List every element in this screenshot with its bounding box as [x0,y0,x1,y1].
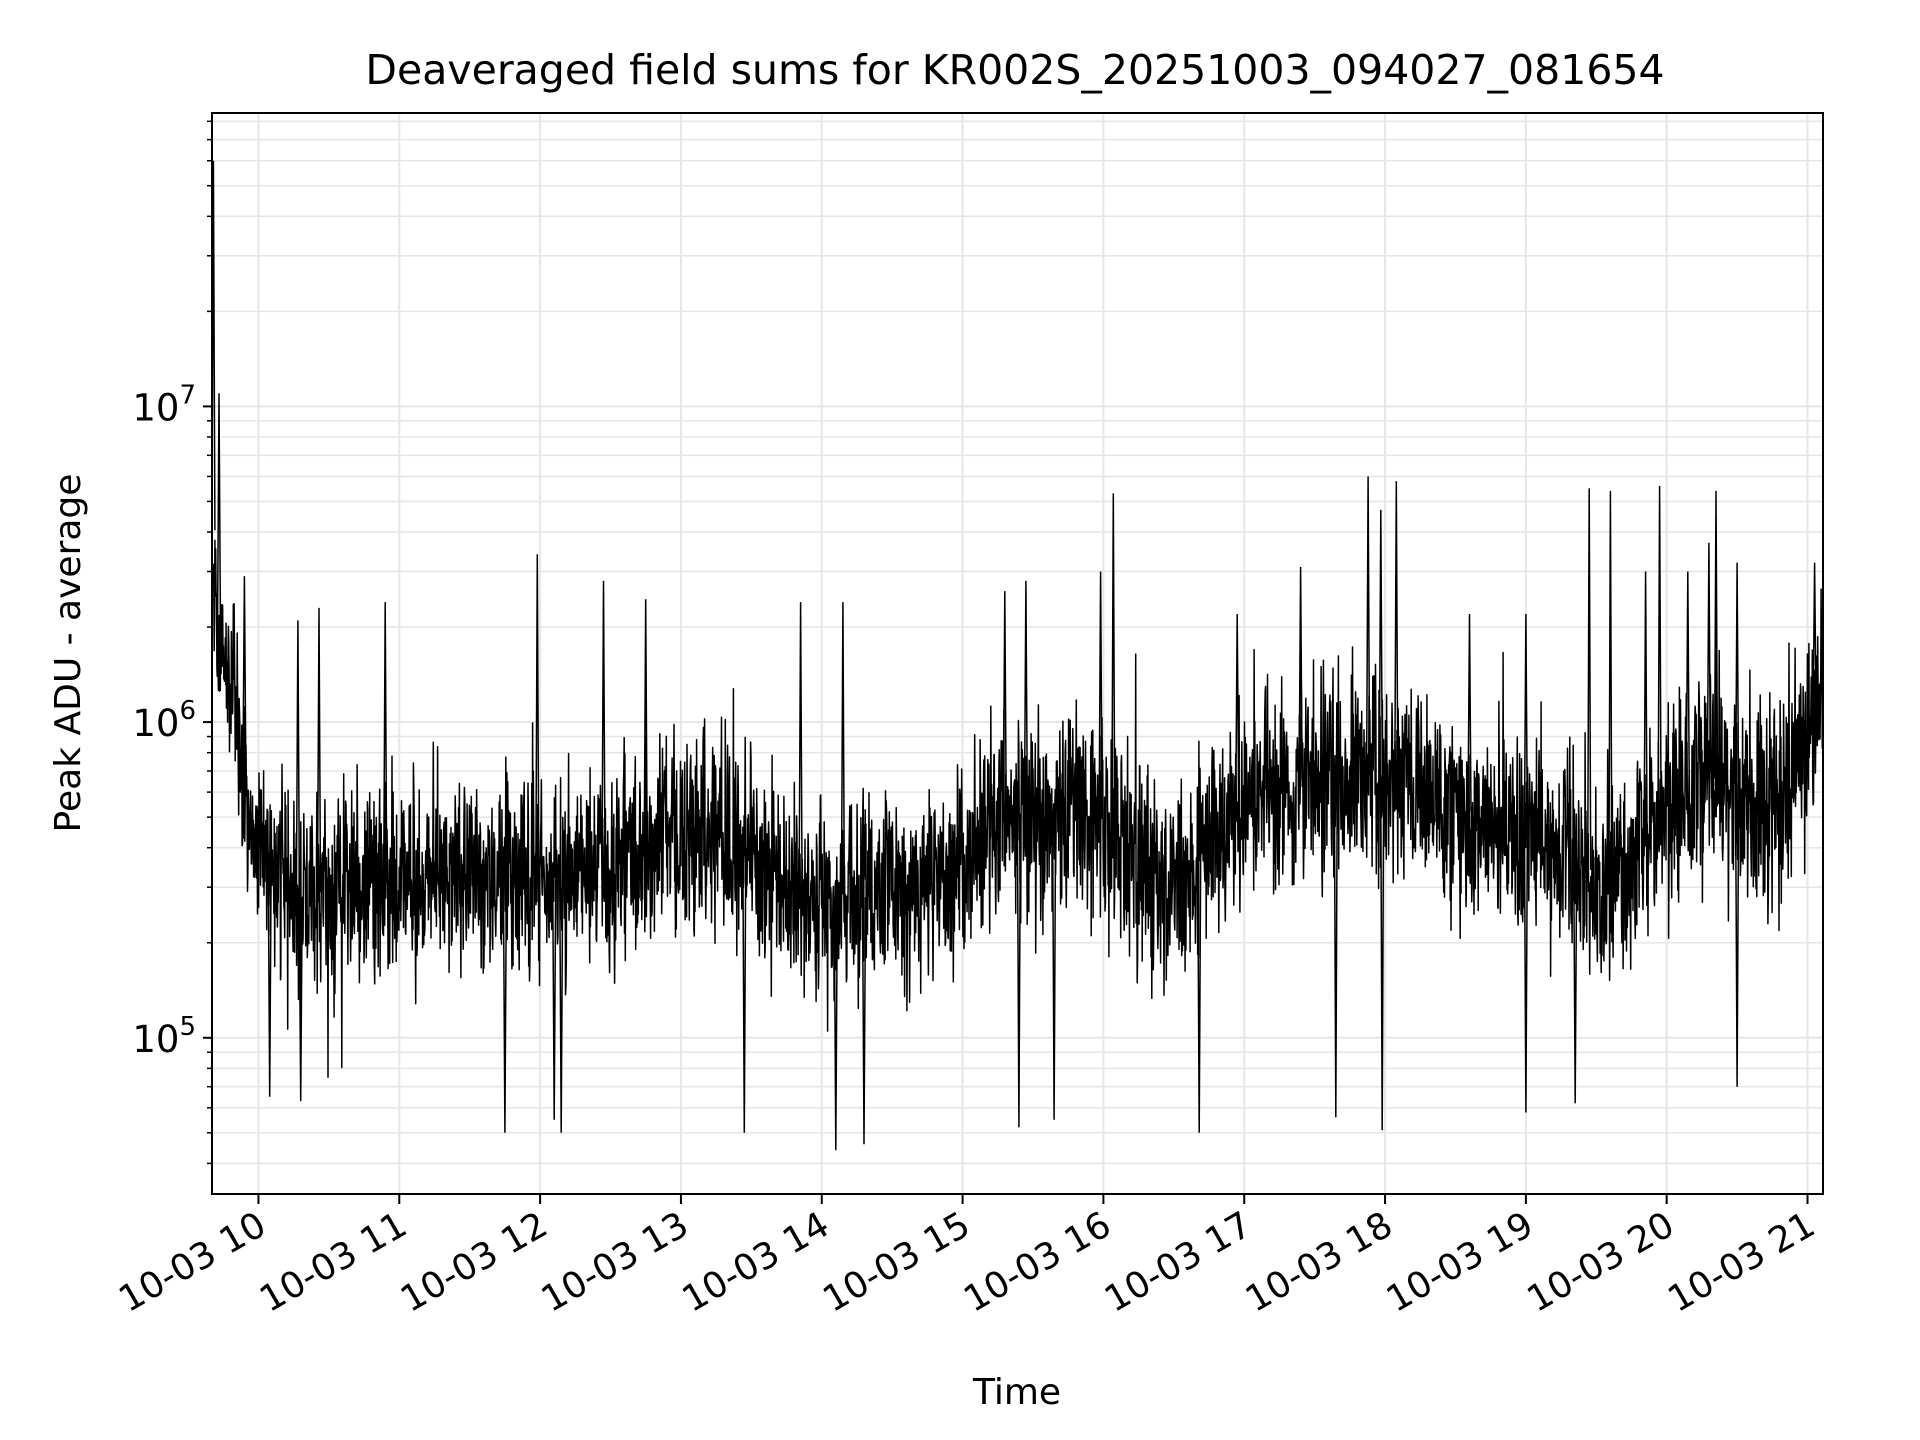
x-axis-label: Time [972,1372,1061,1413]
chart-title: Deaveraged field sums for KR002S_2025100… [365,46,1664,94]
y-axis-ticks: 105 106 107 [132,120,212,1165]
y-tick-label: 106 [132,696,196,745]
data-series-line [212,539,1824,1079]
y-tick-label: 105 [132,1012,196,1061]
data-series-peaks [211,160,1817,1151]
plot-frame [211,112,1824,1195]
plot-background [212,113,1823,1194]
y-axis-label: Peak ADU - average [48,474,89,833]
y-tick-label: 107 [132,380,196,429]
